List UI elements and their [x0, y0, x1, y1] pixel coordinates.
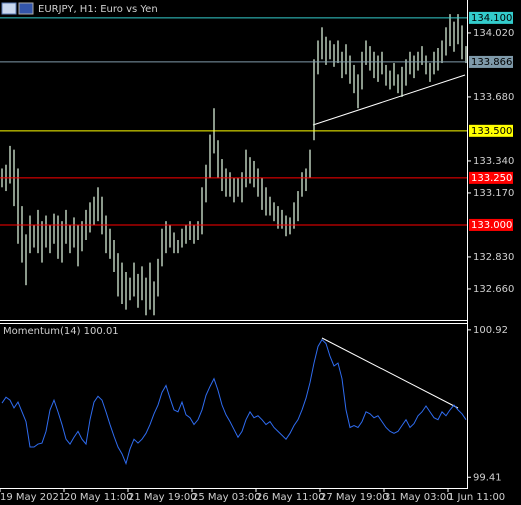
y-tick-label: 134.020 [473, 28, 514, 39]
x-tick-label: 20 May 11:00 [64, 492, 133, 503]
y-tick-label: 99.41 [473, 472, 502, 483]
trendline [321, 337, 459, 409]
price-level-label: 133.250 [471, 173, 512, 184]
price-label-bg [469, 171, 513, 184]
price-level-label: 133.000 [471, 220, 512, 231]
x-tick-label: 27 May 19:00 [320, 492, 389, 503]
price-label-bg [469, 55, 513, 68]
x-tick-label: 31 May 03:00 [384, 492, 453, 503]
y-tick-label: 132.660 [473, 284, 514, 295]
price-label-bg [469, 11, 513, 24]
price-level-label: 133.866 [471, 57, 512, 68]
indicator-title: Momentum(14) 100.01 [3, 326, 119, 337]
price-level-label: 134.100 [471, 13, 512, 24]
trendline [312, 74, 466, 126]
icon [1, 2, 17, 15]
x-tick-label: 26 May 11:00 [256, 492, 325, 503]
price-label-bg [469, 124, 513, 137]
y-tick-label: 133.170 [473, 188, 514, 199]
flag-icon [18, 2, 34, 15]
x-tick-label: 25 May 03:00 [192, 492, 261, 503]
y-tick-label: 132.830 [473, 252, 514, 263]
x-tick-label: 1 Jun 11:00 [448, 492, 505, 503]
price-label-bg [469, 218, 513, 231]
y-tick-label: 100.92 [473, 325, 508, 336]
chart-title: EURJPY, H1: Euro vs Yen [38, 4, 158, 15]
y-tick-label: 133.340 [473, 156, 514, 167]
price-level-label: 133.500 [471, 126, 512, 137]
y-tick-label: 133.680 [473, 92, 514, 103]
x-tick-label: 21 May 19:00 [128, 492, 197, 503]
momentum-line [1, 338, 467, 466]
x-tick-label: 19 May 2021 [0, 492, 65, 503]
